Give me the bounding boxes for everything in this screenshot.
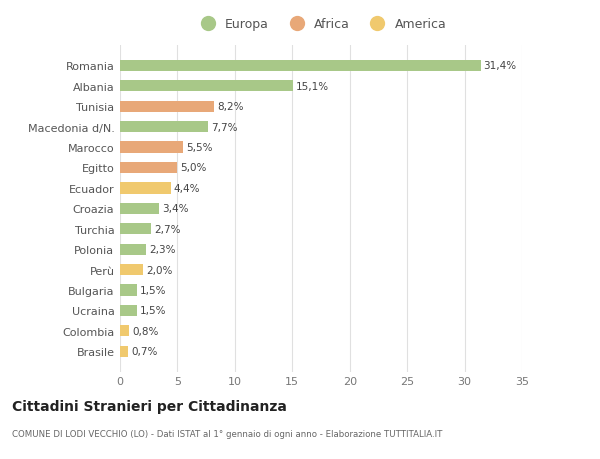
Bar: [120, 142, 183, 153]
Text: 2,7%: 2,7%: [154, 224, 181, 234]
Bar: [120, 305, 137, 316]
Bar: [120, 162, 178, 174]
Text: 1,5%: 1,5%: [140, 285, 167, 295]
Text: 2,0%: 2,0%: [146, 265, 172, 275]
Bar: [120, 61, 481, 72]
Bar: [120, 325, 129, 336]
Text: 0,8%: 0,8%: [132, 326, 158, 336]
Text: 0,7%: 0,7%: [131, 347, 157, 356]
Bar: [120, 346, 128, 357]
Text: 1,5%: 1,5%: [140, 306, 167, 316]
Bar: [120, 203, 159, 214]
Text: 5,0%: 5,0%: [180, 163, 206, 173]
Bar: [120, 101, 214, 112]
Text: 31,4%: 31,4%: [484, 62, 517, 71]
Text: 8,2%: 8,2%: [217, 102, 244, 112]
Text: 3,4%: 3,4%: [162, 204, 188, 214]
Text: COMUNE DI LODI VECCHIO (LO) - Dati ISTAT al 1° gennaio di ogni anno - Elaborazio: COMUNE DI LODI VECCHIO (LO) - Dati ISTAT…: [12, 429, 442, 438]
Text: 15,1%: 15,1%: [296, 82, 329, 92]
Bar: [120, 264, 143, 275]
Text: 2,3%: 2,3%: [149, 245, 176, 255]
Bar: [120, 81, 293, 92]
Legend: Europa, Africa, America: Europa, Africa, America: [190, 13, 452, 36]
Text: 4,4%: 4,4%: [173, 184, 200, 194]
Bar: [120, 122, 208, 133]
Text: 7,7%: 7,7%: [211, 123, 238, 132]
Text: 5,5%: 5,5%: [186, 143, 212, 153]
Bar: [120, 224, 151, 235]
Bar: [120, 244, 146, 255]
Text: Cittadini Stranieri per Cittadinanza: Cittadini Stranieri per Cittadinanza: [12, 399, 287, 413]
Bar: [120, 183, 170, 194]
Bar: [120, 285, 137, 296]
